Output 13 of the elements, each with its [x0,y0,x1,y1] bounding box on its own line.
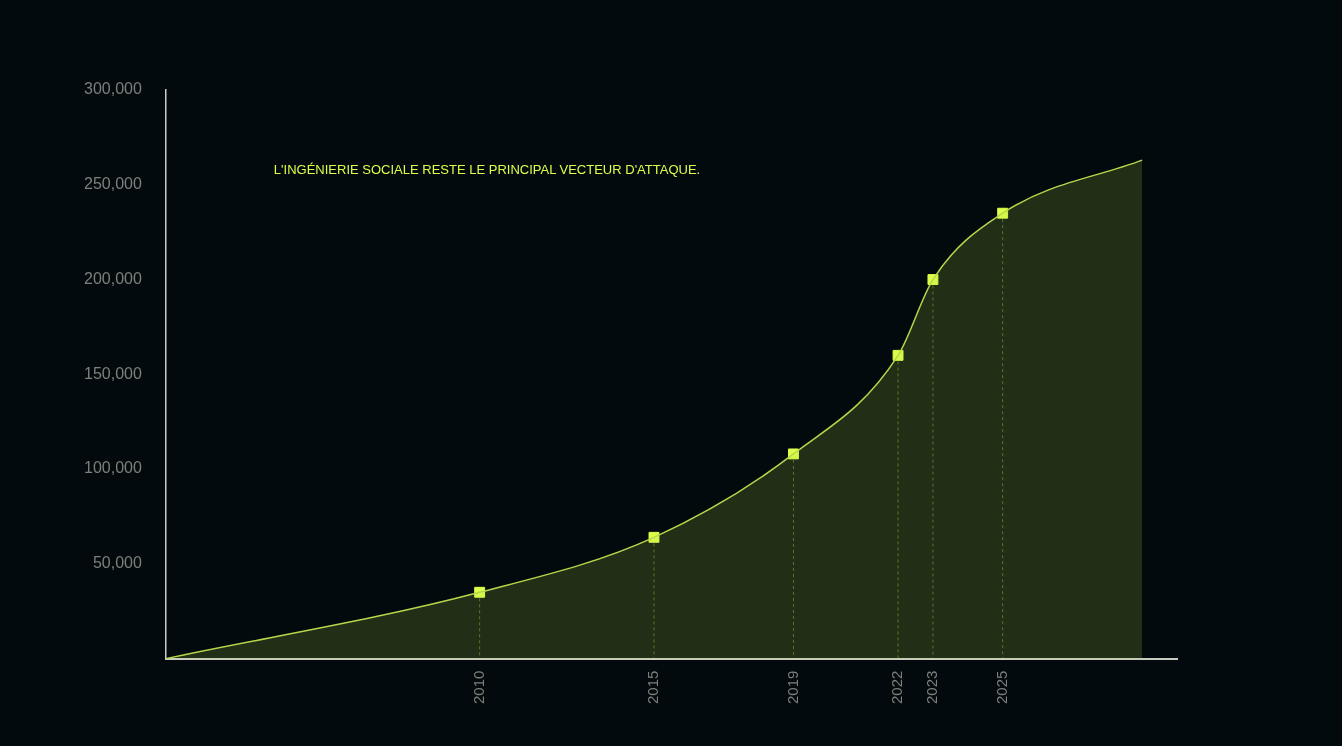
x-tick-label: 2023 [923,670,941,705]
x-tick-label: 2025 [992,670,1010,705]
y-tick-label: 300,000 [83,80,142,98]
y-tick-label: 150,000 [83,364,142,382]
x-tick-label: 2019 [783,670,801,705]
y-tick-label: 100,000 [83,459,142,477]
y-tick-label: 50,000 [92,554,142,572]
annotation: L'INGÉNIERIE SOCIALE RESTE LE PRINCIPAL VECTEUR D'ATTAQUE. [273,161,701,177]
x-tick-label: 2015 [644,670,662,705]
x-tick-label: 2010 [469,670,487,705]
x-tick-label: 2022 [888,670,906,705]
y-tick-label: 250,000 [83,175,142,193]
y-tick-label: 200,000 [83,269,142,287]
